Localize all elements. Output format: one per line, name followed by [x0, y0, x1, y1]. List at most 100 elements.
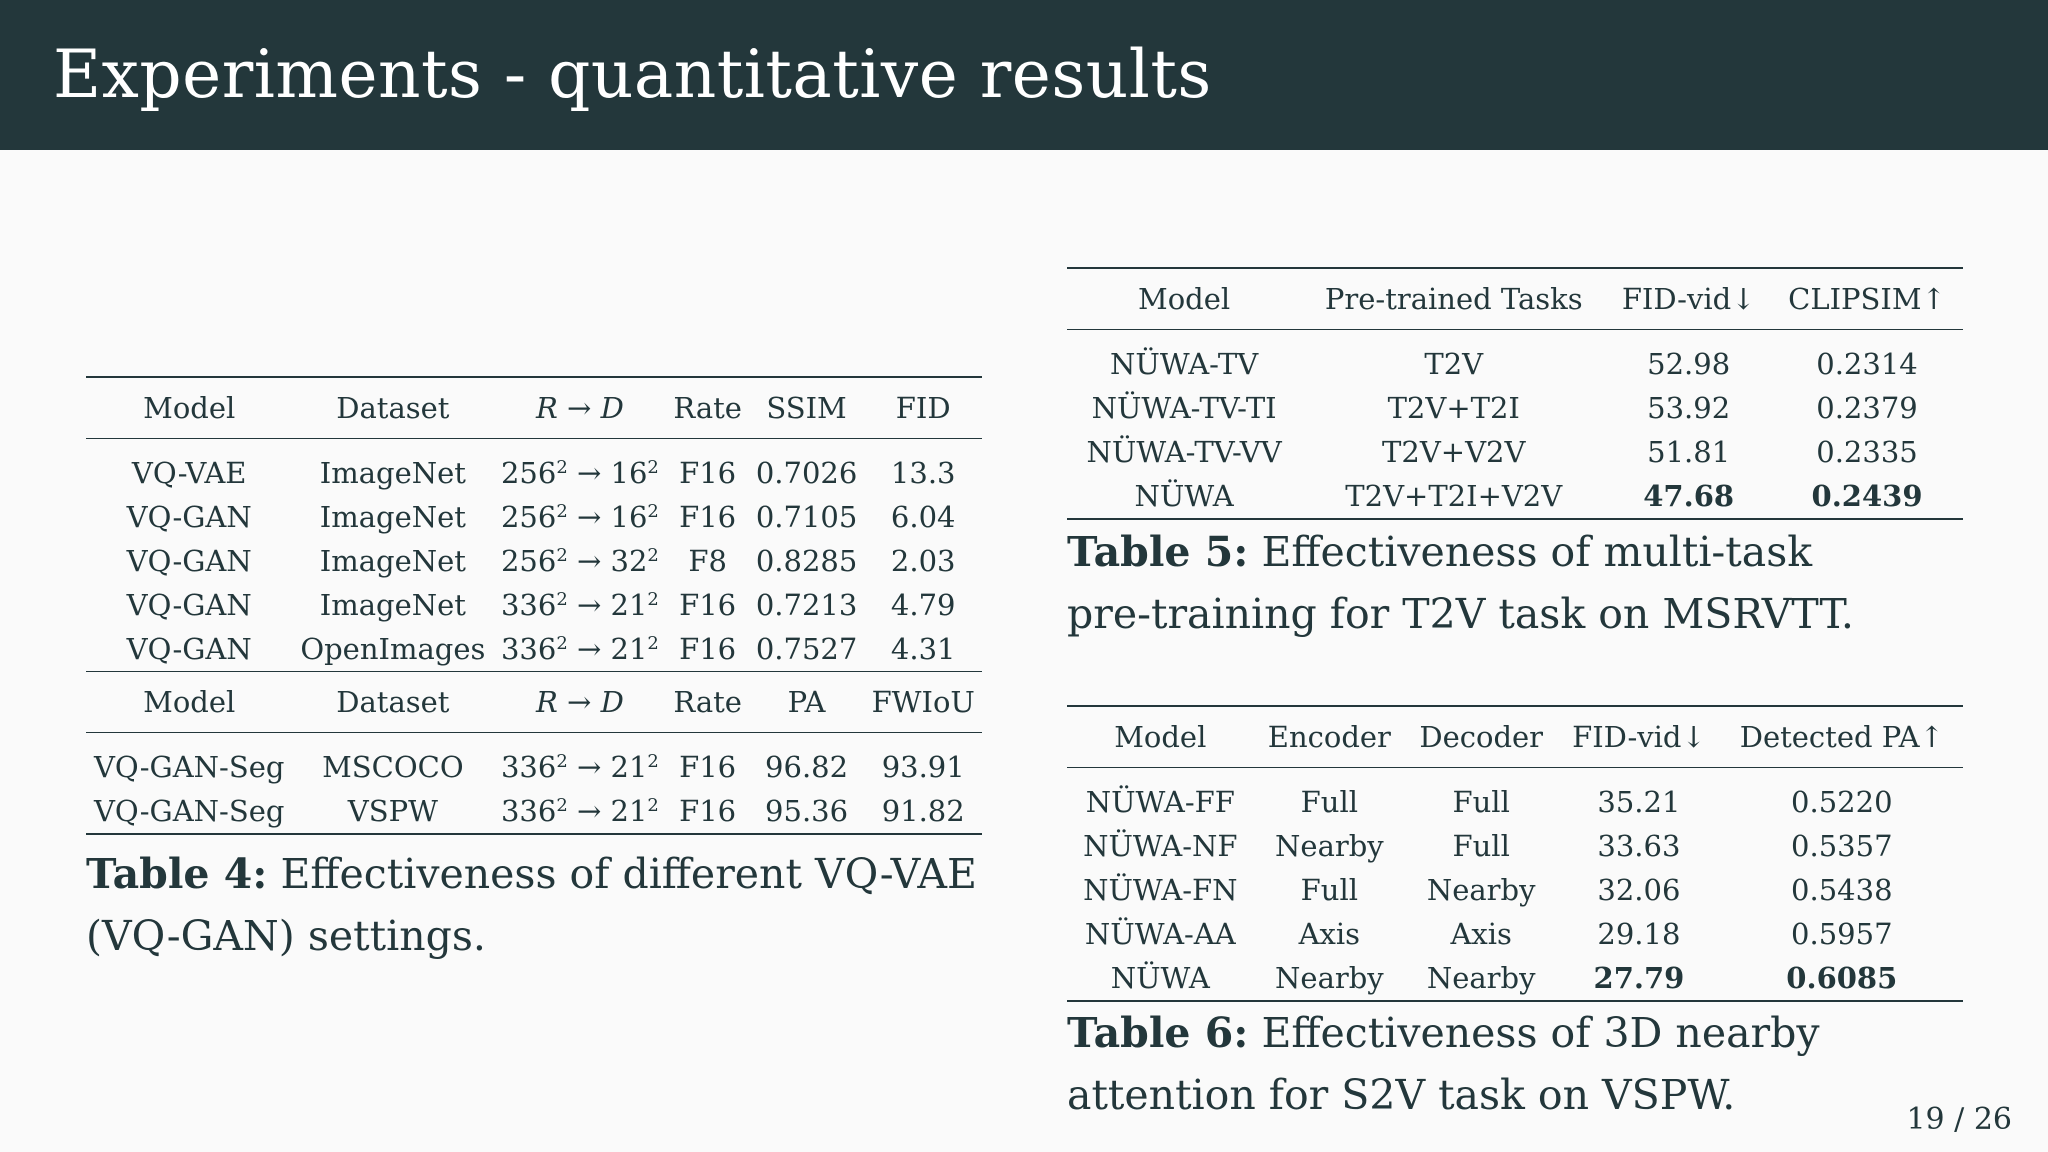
cell-metric: 53.92: [1647, 391, 1731, 425]
col-header: Model: [1138, 282, 1231, 316]
cell-resolution: 2562 → 162: [500, 456, 659, 490]
col-header: R → D: [536, 685, 624, 719]
cell-model: VQ-GAN: [126, 500, 252, 534]
cell-model: NÜWA-AA: [1084, 917, 1236, 951]
cell-metric: 91.82: [881, 794, 965, 828]
caption-label: Table 4:: [86, 850, 268, 898]
cell-resolution: 3362 → 212: [500, 794, 659, 828]
cell-model: NÜWA-TV-VV: [1086, 435, 1282, 469]
cell-metric: 13.3: [890, 456, 956, 490]
cell-metric: 0.5220: [1791, 785, 1893, 819]
col-header: FWIoU: [871, 685, 975, 719]
col-header: Dataset: [336, 391, 450, 425]
cell-metric: 0.2314: [1816, 347, 1918, 381]
table-row: NÜWA-FF Full Full 35.21 0.5220: [1067, 767, 1963, 825]
cell-resolution: 2562 → 322: [500, 544, 659, 578]
table-row: VQ-GAN ImageNet 2562 → 162 F16 0.7105 6.…: [86, 495, 982, 539]
cell-resolution: 2562 → 162: [500, 500, 659, 534]
cell-dataset: OpenImages: [300, 632, 486, 666]
cell-metric: 6.04: [890, 500, 956, 534]
table-5: Model Pre-trained Tasks FID-vid↓ CLIPSIM…: [1067, 267, 1963, 520]
cell-metric: 0.5438: [1791, 873, 1893, 907]
col-header: Encoder: [1267, 720, 1391, 754]
table-row: VQ-GAN-Seg VSPW 3362 → 212 F16 95.36 91.…: [86, 789, 982, 834]
cell-metric: 33.63: [1597, 829, 1681, 863]
cell-metric: 29.18: [1597, 917, 1681, 951]
cell-encoder: Nearby: [1275, 829, 1384, 863]
col-header: Detected PA↑: [1739, 720, 1944, 754]
cell-tasks: T2V+V2V: [1382, 435, 1526, 469]
table-row: NÜWA T2V+T2I+V2V 47.68 0.2439: [1067, 474, 1963, 519]
col-header: PA: [787, 685, 826, 719]
cell-model: VQ-GAN-Seg: [93, 750, 285, 784]
cell-metric: 0.7026: [755, 456, 858, 490]
cell-decoder: Nearby: [1426, 873, 1536, 907]
cell-metric: 32.06: [1597, 873, 1681, 907]
cell-metric-best: 0.2439: [1811, 479, 1923, 513]
cell-dataset: ImageNet: [319, 500, 466, 534]
cell-tasks: T2V+T2I+V2V: [1345, 479, 1563, 513]
table-row: NÜWA Nearby Nearby 27.79 0.6085: [1067, 956, 1963, 1001]
slide-title: Experiments - quantitative results: [53, 36, 1212, 113]
col-header: Pre-trained Tasks: [1324, 282, 1583, 316]
col-header: FID-vid↓: [1572, 720, 1706, 754]
table-row: NÜWA-NF Nearby Full 33.63 0.5357: [1067, 824, 1963, 868]
table-row: VQ-GAN ImageNet 2562 → 322 F8 0.8285 2.0…: [86, 539, 982, 583]
table-header: Model Pre-trained Tasks FID-vid↓ CLIPSIM…: [1067, 268, 1963, 330]
cell-model: VQ-GAN: [126, 632, 252, 666]
col-header: Rate: [673, 685, 742, 719]
col-header: Decoder: [1419, 720, 1544, 754]
table-6-caption: Table 6: Effectiveness of 3D nearby atte…: [1067, 1002, 1967, 1126]
caption-label: Table 6:: [1067, 1009, 1249, 1057]
table-row: NÜWA-TV-VV T2V+V2V 51.81 0.2335: [1067, 430, 1963, 474]
cell-model: NÜWA: [1134, 479, 1234, 513]
cell-metric: 52.98: [1647, 347, 1731, 381]
col-header: Rate: [673, 391, 742, 425]
col-header: Model: [143, 685, 236, 719]
cell-model: VQ-GAN: [126, 544, 252, 578]
cell-metric: 51.81: [1647, 435, 1731, 469]
table-row: VQ-GAN-Seg MSCOCO 3362 → 212 F16 96.82 9…: [86, 732, 982, 790]
cell-metric: 0.7527: [755, 632, 858, 666]
table-row: NÜWA-TV-TI T2V+T2I 53.92 0.2379: [1067, 386, 1963, 430]
cell-resolution: 3362 → 212: [500, 588, 659, 622]
cell-metric: 0.5957: [1791, 917, 1893, 951]
table-row: NÜWA-AA Axis Axis 29.18 0.5957: [1067, 912, 1963, 956]
cell-rate: F16: [679, 500, 737, 534]
table-header: Model Dataset R → D Rate SSIM FID: [86, 377, 982, 439]
caption-text: attention for S2V task on VSPW.: [1067, 1071, 1736, 1119]
table-6: Model Encoder Decoder FID-vid↓ Detected …: [1067, 705, 1963, 1002]
cell-model: VQ-VAE: [131, 456, 247, 490]
cell-model: NÜWA-FF: [1085, 785, 1235, 819]
cell-metric: 4.31: [890, 632, 956, 666]
col-header: SSIM: [766, 391, 847, 425]
cell-model: VQ-GAN: [126, 588, 252, 622]
cell-tasks: T2V+T2I: [1387, 391, 1520, 425]
table-row: NÜWA-FN Full Nearby 32.06 0.5438: [1067, 868, 1963, 912]
cell-model: NÜWA-TV-TI: [1091, 391, 1277, 425]
caption-text: (VQ-GAN) settings.: [86, 912, 486, 960]
cell-rate: F8: [688, 544, 727, 578]
cell-metric: 0.7213: [755, 588, 858, 622]
table-5-caption: Table 5: Effectiveness of multi-task pre…: [1067, 521, 1967, 645]
cell-metric: 96.82: [765, 750, 849, 784]
cell-metric-best: 0.6085: [1786, 961, 1898, 995]
col-header: Model: [1114, 720, 1207, 754]
table-row: VQ-GAN ImageNet 3362 → 212 F16 0.7213 4.…: [86, 583, 982, 627]
cell-dataset: ImageNet: [319, 544, 466, 578]
cell-metric: 0.2379: [1816, 391, 1918, 425]
caption-text: pre-training for T2V task on MSRVTT.: [1067, 590, 1854, 638]
col-header: R → D: [536, 391, 624, 425]
cell-metric: 4.79: [890, 588, 956, 622]
cell-resolution: 3362 → 212: [500, 750, 659, 784]
table-row: VQ-VAE ImageNet 2562 → 162 F16 0.7026 13…: [86, 438, 982, 496]
cell-metric-best: 27.79: [1593, 961, 1685, 995]
cell-model: NÜWA-NF: [1083, 829, 1238, 863]
cell-metric: 0.2335: [1816, 435, 1918, 469]
col-header: CLIPSIM↑: [1788, 282, 1946, 316]
cell-decoder: Axis: [1450, 917, 1512, 951]
cell-model: VQ-GAN-Seg: [93, 794, 285, 828]
cell-model: NÜWA-FN: [1083, 873, 1238, 907]
col-header: Model: [143, 391, 236, 425]
cell-metric: 0.8285: [755, 544, 858, 578]
